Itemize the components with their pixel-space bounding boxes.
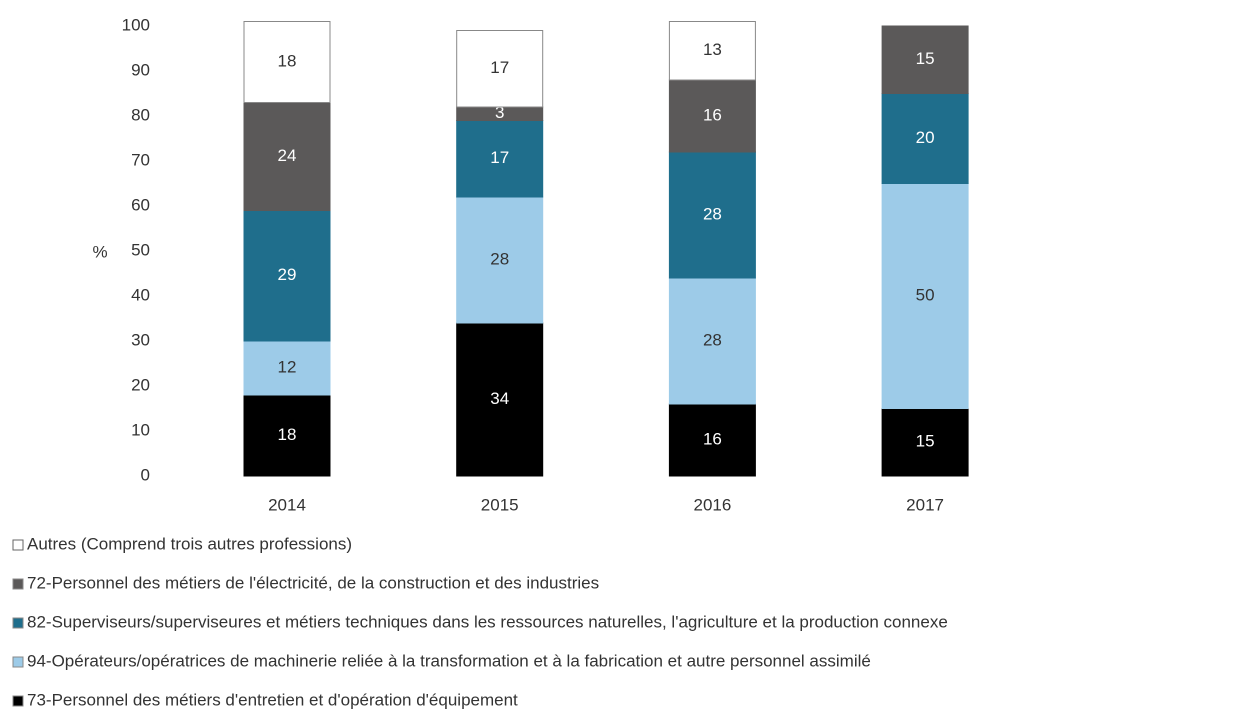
data-label: 13 xyxy=(703,40,722,59)
data-label: 29 xyxy=(278,265,297,284)
bar-segment xyxy=(668,151,756,279)
data-label: 15 xyxy=(916,432,935,451)
bar-segment xyxy=(456,120,544,198)
bar-segment xyxy=(243,394,331,477)
data-label: 50 xyxy=(916,285,935,304)
bar-segment xyxy=(243,102,331,211)
y-tick-label: 20 xyxy=(131,375,150,394)
bar-segment xyxy=(881,408,969,477)
y-tick-label: 0 xyxy=(141,465,150,484)
data-label: 20 xyxy=(916,128,935,147)
data-label: 17 xyxy=(490,148,509,167)
y-tick-label: 40 xyxy=(131,285,150,304)
y-tick-label: 50 xyxy=(131,240,150,259)
legend-swatch xyxy=(12,695,24,707)
x-tick-label: 2017 xyxy=(906,495,944,514)
x-tick-label: 2016 xyxy=(693,495,731,514)
bar-segment xyxy=(456,196,544,324)
data-label: 18 xyxy=(278,425,297,444)
x-tick-label: 2015 xyxy=(481,495,519,514)
legend-swatch xyxy=(12,656,24,668)
data-label: 18 xyxy=(278,51,297,70)
bar-segment xyxy=(668,79,756,153)
y-tick-label: 70 xyxy=(131,150,150,169)
bar-segment xyxy=(243,340,331,396)
y-tick-label: 100 xyxy=(122,15,150,34)
data-label: 28 xyxy=(703,330,722,349)
y-tick-label: 80 xyxy=(131,105,150,124)
legend-label: 72-Personnel des métiers de l'électricit… xyxy=(27,573,599,592)
legend-label: 82-Superviseurs/superviseures et métiers… xyxy=(27,612,948,631)
x-tick-label: 2014 xyxy=(268,495,306,514)
data-label: 15 xyxy=(916,49,935,68)
legend-label: Autres (Comprend trois autres profession… xyxy=(27,534,352,553)
data-label: 16 xyxy=(703,105,722,124)
legend-swatch xyxy=(12,539,24,551)
data-label: 24 xyxy=(278,146,297,165)
legend-label: 94-Opérateurs/opératrices de machinerie … xyxy=(27,651,871,670)
y-axis-label: % xyxy=(92,242,107,261)
legend-swatch xyxy=(12,617,24,629)
y-tick-label: 10 xyxy=(131,420,150,439)
bar-segment xyxy=(243,21,331,103)
bar-segment xyxy=(881,183,969,409)
y-tick-label: 60 xyxy=(131,195,150,214)
data-label: 12 xyxy=(278,357,297,376)
bar-segment xyxy=(456,322,544,477)
data-label: 16 xyxy=(703,429,722,448)
data-label: 34 xyxy=(490,389,509,408)
bar-segment xyxy=(668,21,756,81)
bar-segment xyxy=(456,30,544,108)
legend-swatch xyxy=(12,578,24,590)
data-label: 3 xyxy=(495,103,504,122)
data-label: 28 xyxy=(490,249,509,268)
bar-segment xyxy=(668,403,756,477)
y-tick-label: 90 xyxy=(131,60,150,79)
bar-segment xyxy=(881,25,969,94)
data-label: 17 xyxy=(490,58,509,77)
legend-label: 73-Personnel des métiers d'entretien et … xyxy=(27,690,518,709)
data-label: 28 xyxy=(703,204,722,223)
bar-segment xyxy=(881,93,969,184)
y-tick-label: 30 xyxy=(131,330,150,349)
